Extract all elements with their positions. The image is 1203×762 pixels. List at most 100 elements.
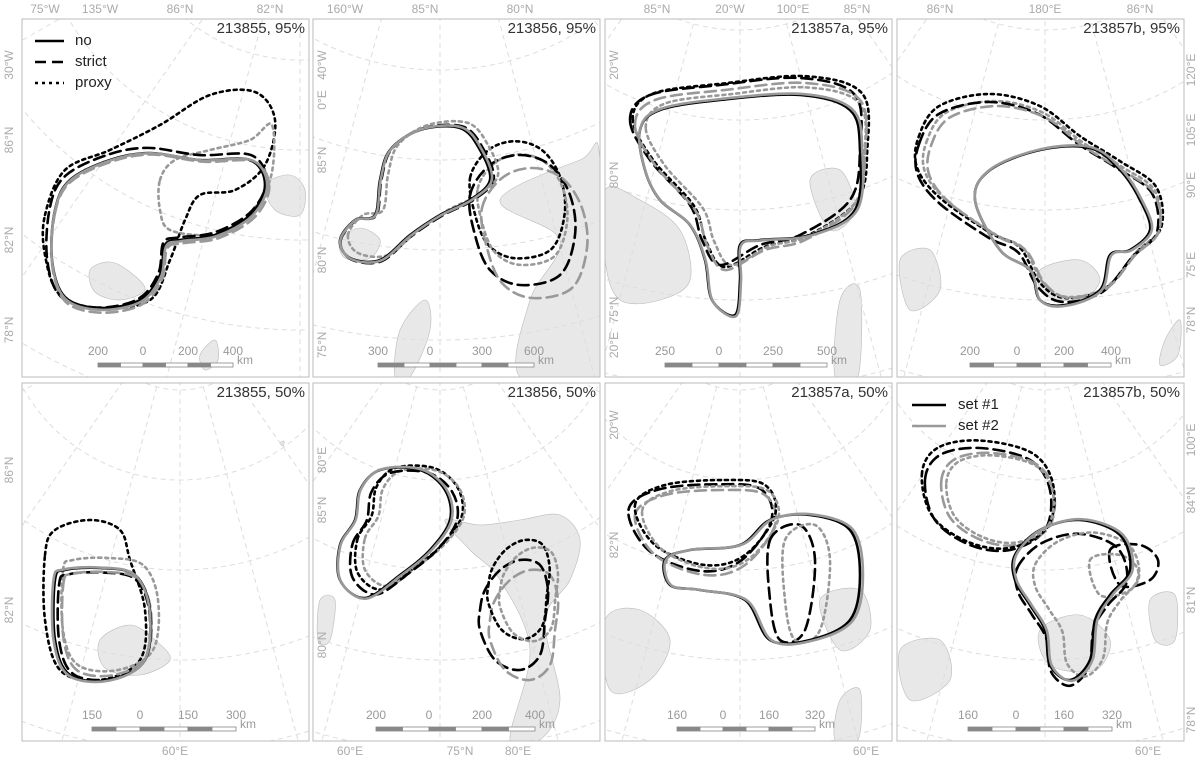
scale-bar-segment xyxy=(1015,726,1041,732)
range-contour xyxy=(157,122,276,237)
scale-label: 0 xyxy=(137,708,144,722)
scale-bar-segment xyxy=(676,726,701,732)
scale-label: 400 xyxy=(525,708,545,722)
panel-title: 213857b, 50% xyxy=(1083,384,1180,401)
scale-label: 0 xyxy=(426,708,433,722)
scale-bar-segment xyxy=(481,726,509,732)
graticule-label: 82°N xyxy=(2,227,16,254)
panel-title: 213857a, 50% xyxy=(791,384,888,401)
scale-bar-segment xyxy=(165,362,189,368)
land xyxy=(338,227,381,261)
panel-title: 213855, 95% xyxy=(217,20,305,37)
scale-bar-segment xyxy=(139,726,165,732)
map-panel xyxy=(313,383,600,741)
scale-label: 0 xyxy=(1014,344,1021,358)
scale-bar-segment xyxy=(481,362,509,368)
graticule xyxy=(61,383,159,741)
scale-label: 600 xyxy=(524,344,544,358)
range-contour xyxy=(923,446,1053,553)
scale-bar-segment xyxy=(402,726,430,732)
land xyxy=(605,186,692,305)
land xyxy=(199,339,219,371)
graticule-label: 82°N xyxy=(257,2,284,16)
range-contour xyxy=(628,76,863,267)
range-contour xyxy=(633,478,778,567)
scale-bar-segment xyxy=(163,726,189,732)
scale-bar-segment xyxy=(745,362,774,368)
scale-bar-segment xyxy=(745,726,770,732)
scale-bar-segment xyxy=(210,362,234,368)
map-panel xyxy=(605,19,892,377)
range-contour xyxy=(45,146,268,309)
graticule-label: 85°N xyxy=(644,2,671,16)
panel-border xyxy=(21,382,310,742)
land xyxy=(1159,319,1182,366)
range-contour xyxy=(348,469,460,596)
scale-label: 0 xyxy=(1013,708,1020,722)
scale-label: 160 xyxy=(667,708,687,722)
graticule-label: 85°N xyxy=(315,497,329,524)
graticule xyxy=(605,367,892,377)
land xyxy=(279,440,285,447)
graticule-label: 85°N xyxy=(844,2,871,16)
land xyxy=(444,513,581,741)
scale-bar-segment xyxy=(991,726,1017,732)
scale-bar-segment xyxy=(1087,362,1112,368)
graticule xyxy=(897,724,1184,741)
scale-label: 160 xyxy=(958,708,978,722)
graticule-label: 80°N xyxy=(315,632,329,659)
scale-bar-segment xyxy=(187,726,213,732)
scale-label: 250 xyxy=(655,344,675,358)
panel-border xyxy=(312,382,601,742)
graticule-label: 86°N xyxy=(2,457,16,484)
graticule-label: 80°E xyxy=(315,447,329,473)
scale-bar-segment xyxy=(772,362,801,368)
graticule-label: 100°E xyxy=(1184,424,1198,457)
graticule-label: 78°N xyxy=(1184,707,1198,734)
graticule-label: 86°N xyxy=(927,2,954,16)
graticule-label: 40°W xyxy=(315,50,329,80)
graticule-label: 20°W xyxy=(715,2,745,16)
scale-bar-segment xyxy=(120,362,144,368)
range-contour xyxy=(781,522,832,644)
graticule-label: 60°E xyxy=(337,744,363,758)
scale-label: 160 xyxy=(759,708,779,722)
map-panel xyxy=(313,19,600,377)
range-contour xyxy=(467,153,577,287)
scale-label: 160 xyxy=(1054,708,1074,722)
graticule xyxy=(857,19,892,68)
graticule-label: 60°E xyxy=(1135,744,1161,758)
scale-bar-segment xyxy=(508,726,536,732)
scale-label: 150 xyxy=(178,708,198,722)
graticule-label: 86°N xyxy=(167,2,194,16)
graticule-label: 75°N xyxy=(607,297,621,324)
scale-bar-segment xyxy=(507,362,535,368)
scale-bar-segment xyxy=(428,726,456,732)
graticule-label: 85°N xyxy=(412,2,439,16)
range-contour xyxy=(633,488,778,577)
graticule xyxy=(22,622,309,661)
scale-bar-segment xyxy=(455,362,483,368)
scale-unit: km xyxy=(539,717,555,731)
graticule-label: 20°W xyxy=(607,410,621,440)
range-contour xyxy=(921,99,1163,299)
graticule-label: 80°E xyxy=(505,744,531,758)
scale-label: 300 xyxy=(368,344,388,358)
range-contour xyxy=(338,124,494,264)
scale-bar-segment xyxy=(718,362,747,368)
legend-label: strict xyxy=(75,53,107,70)
range-contour xyxy=(497,546,560,643)
range-contour xyxy=(50,565,152,684)
scale-bar-segment xyxy=(91,726,117,732)
range-contour xyxy=(637,92,865,319)
scale-bar-segment xyxy=(1087,726,1113,732)
panel-border xyxy=(896,18,1185,378)
scale-label: 200 xyxy=(366,708,386,722)
graticule xyxy=(166,19,264,377)
scale-unit: km xyxy=(240,717,256,731)
graticule-label: 75°E xyxy=(1184,252,1198,278)
scale-bar-segment xyxy=(187,362,211,368)
graticule-label: 81°N xyxy=(1184,587,1198,614)
scale-bar-segment xyxy=(97,362,121,368)
scale-label: 200 xyxy=(1054,344,1074,358)
